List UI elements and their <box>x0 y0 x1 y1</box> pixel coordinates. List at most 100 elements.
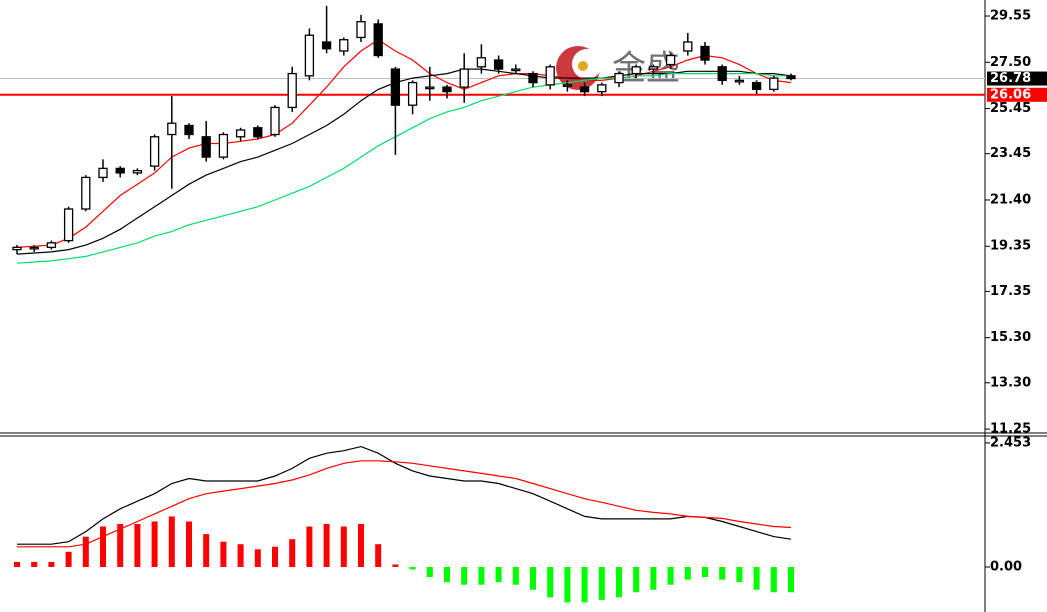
histogram-bar <box>444 566 450 583</box>
y-tick-label: 23.45 <box>990 146 1031 161</box>
histogram-bar <box>770 566 777 593</box>
histogram-bar <box>289 539 296 567</box>
histogram-bar <box>134 524 141 567</box>
histogram-bar <box>117 524 124 567</box>
histogram-bar <box>151 521 158 567</box>
candle-body <box>579 86 590 93</box>
line-series <box>17 445 792 545</box>
y-tick-label: 0.00 <box>990 559 1022 574</box>
candle-body <box>339 39 349 52</box>
histogram-bar <box>323 524 330 567</box>
histogram-bar <box>82 536 89 567</box>
candle-body <box>717 66 727 82</box>
candle-body <box>511 68 521 72</box>
candle-body <box>46 242 57 249</box>
histogram-bar <box>633 566 640 593</box>
line-series <box>16 72 791 264</box>
histogram-bar <box>31 561 38 567</box>
candle-body <box>218 133 229 158</box>
candle-body <box>167 122 177 136</box>
y-tick-label: 15.30 <box>990 330 1031 345</box>
candle-body <box>12 246 22 251</box>
price-label-bg <box>987 87 1047 102</box>
histogram-bar <box>547 566 554 598</box>
histogram-bar <box>788 566 794 593</box>
histogram-bar <box>598 566 605 600</box>
y-tick-label: 2.453 <box>990 435 1031 450</box>
candle-body <box>476 57 487 68</box>
histogram-bar <box>186 521 192 567</box>
histogram-bar <box>358 524 364 567</box>
candle-body <box>98 167 108 179</box>
y-tick-label: 13.30 <box>990 375 1031 390</box>
candle-body <box>132 169 143 174</box>
line-series <box>17 460 792 548</box>
histogram-bar <box>512 566 519 585</box>
candle-body <box>321 41 332 50</box>
line-series <box>16 38 792 248</box>
histogram-bar <box>426 566 433 578</box>
candle-body <box>29 246 39 250</box>
histogram-bar <box>564 566 571 603</box>
histogram-bar <box>48 561 55 567</box>
histogram-bar <box>340 526 347 567</box>
candle-body <box>373 23 383 57</box>
price-label: 26.06 <box>990 87 1031 102</box>
candle-body <box>528 72 538 84</box>
histogram-bar <box>581 566 588 603</box>
candle-body <box>81 176 91 210</box>
candle-body <box>253 127 263 138</box>
histogram-bar <box>392 564 399 567</box>
y-tick-label: 27.50 <box>990 55 1031 70</box>
candle-body <box>683 41 693 52</box>
candle-body <box>442 86 452 93</box>
candle-body <box>184 124 194 136</box>
line-series <box>16 68 792 255</box>
histogram-bar <box>14 561 20 567</box>
histogram-bar <box>530 566 536 590</box>
histogram-bar <box>667 566 674 585</box>
histogram-bar <box>702 566 708 578</box>
histogram-bar <box>168 516 175 567</box>
candle-body <box>407 81 418 106</box>
candle-body <box>459 68 469 88</box>
y-tick-label: 25.45 <box>990 101 1031 116</box>
histogram-bar <box>650 566 657 590</box>
candle-body <box>700 45 710 61</box>
histogram-bar <box>736 566 743 583</box>
histogram-bar <box>65 551 72 567</box>
candle-body <box>115 167 125 174</box>
histogram-bar <box>753 566 760 590</box>
histogram-bar <box>100 526 106 567</box>
histogram-bar <box>461 566 468 585</box>
histogram-bar <box>495 566 502 583</box>
candle-body <box>493 59 504 70</box>
histogram-bar <box>478 566 485 585</box>
histogram-bar <box>684 566 691 580</box>
histogram-bar <box>203 534 210 567</box>
candle-body <box>356 21 366 39</box>
candle-body <box>648 66 659 70</box>
candle-body <box>287 72 297 109</box>
candle-body <box>597 84 607 93</box>
candle-body <box>545 66 555 86</box>
candle-body <box>562 84 573 88</box>
watermark-logo <box>578 61 588 71</box>
candle-body <box>751 81 762 91</box>
candle-body <box>425 86 435 90</box>
histogram-bar <box>375 544 382 567</box>
y-tick-label: 19.35 <box>990 239 1031 254</box>
candle-body <box>149 136 160 167</box>
candle-body <box>665 54 676 66</box>
candle-body <box>235 129 246 138</box>
y-tick-label: 29.55 <box>990 9 1031 24</box>
y-tick-label: 11.25 <box>990 422 1031 437</box>
candle-body <box>631 66 641 75</box>
histogram-bar <box>272 546 278 567</box>
candle-body <box>769 77 779 91</box>
candle-body <box>63 208 74 242</box>
y-tick-label: 17.35 <box>990 284 1031 299</box>
candle-body <box>201 136 211 158</box>
